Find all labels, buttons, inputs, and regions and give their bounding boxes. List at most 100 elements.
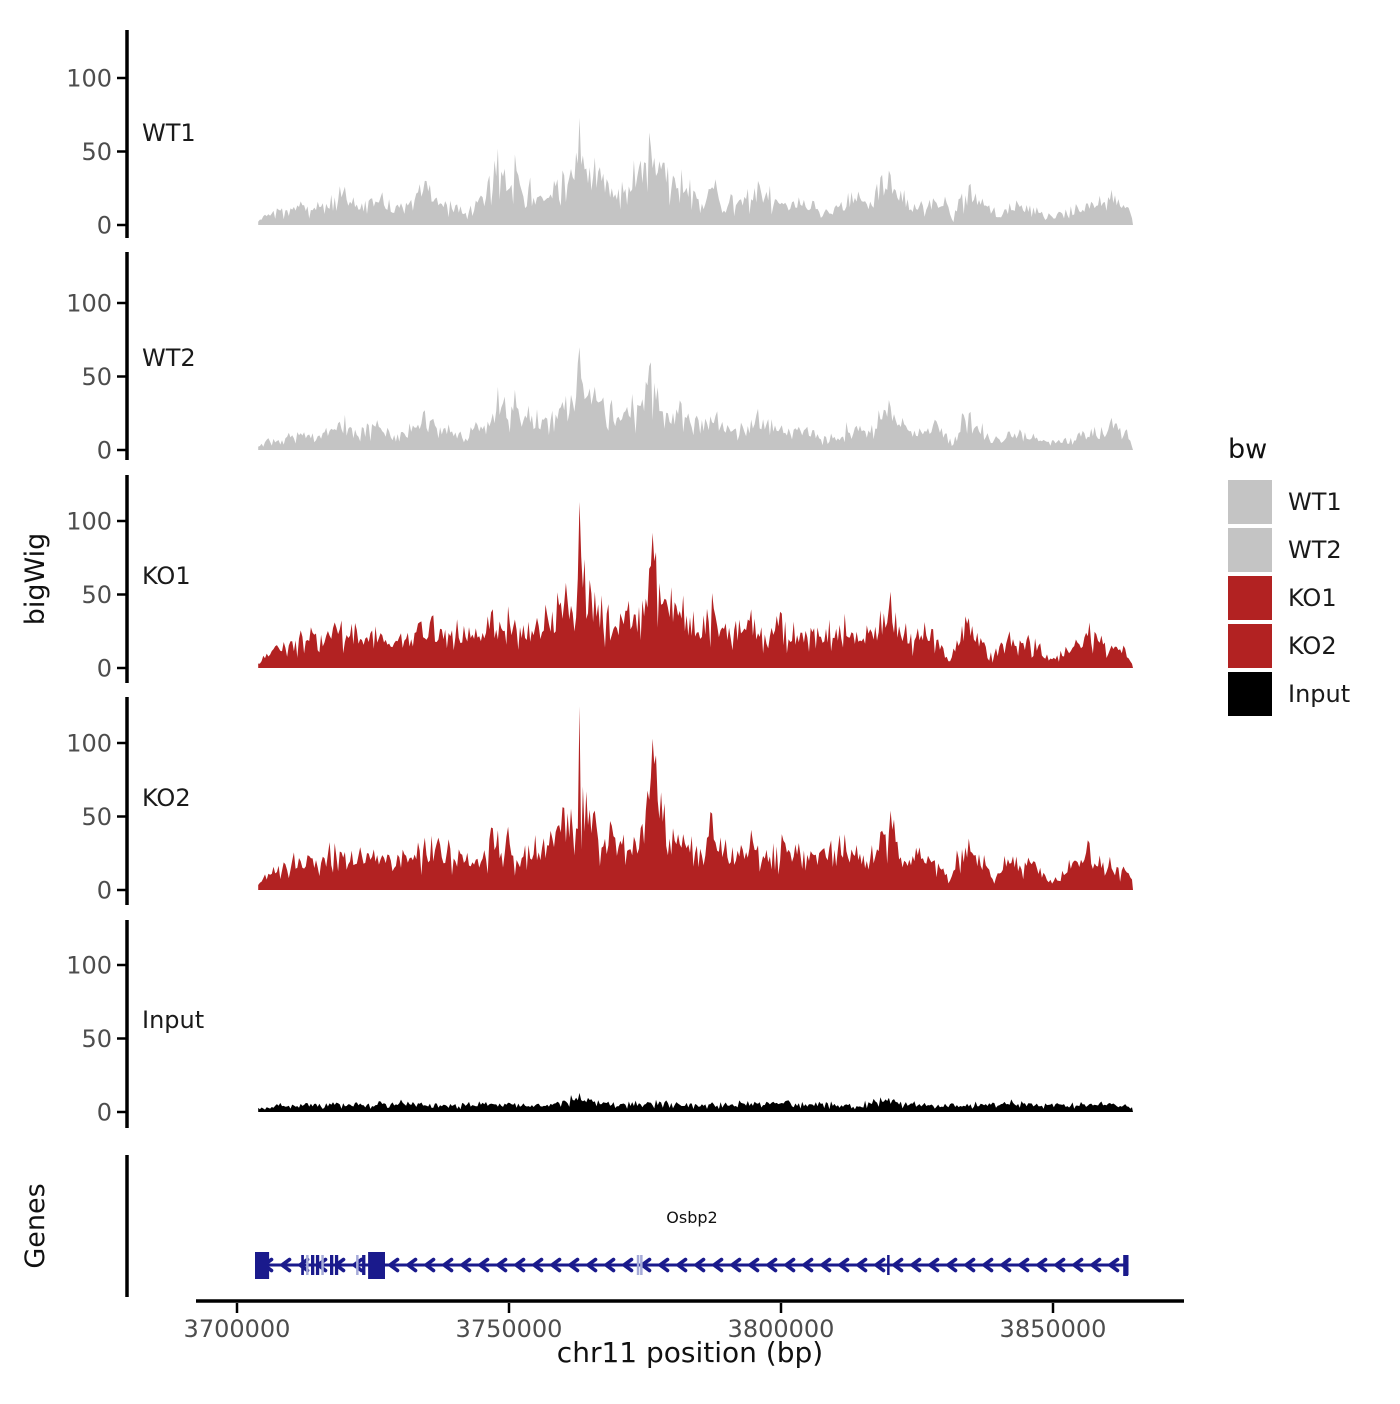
strand-arrow-icon bbox=[782, 1257, 796, 1273]
strand-arrow-icon bbox=[818, 1257, 832, 1273]
legend-swatch-wt2 bbox=[1228, 528, 1272, 572]
signal-area-ko1 bbox=[258, 501, 1133, 668]
strand-arrow-icon bbox=[620, 1257, 634, 1273]
x-tick-label: 3700000 bbox=[184, 1315, 291, 1343]
gene-exon bbox=[330, 1255, 334, 1275]
signal-area-ko2 bbox=[258, 706, 1133, 890]
gene-exon bbox=[356, 1255, 359, 1275]
strand-arrow-icon bbox=[494, 1257, 508, 1273]
strand-arrow-icon bbox=[710, 1257, 724, 1273]
strand-arrow-icon bbox=[1016, 1257, 1030, 1273]
y-tick-label: 100 bbox=[66, 952, 112, 980]
gene-exon bbox=[255, 1252, 270, 1279]
strand-arrow-icon bbox=[908, 1257, 922, 1273]
strand-arrow-icon bbox=[1070, 1257, 1084, 1273]
strand-arrow-icon bbox=[350, 1257, 364, 1273]
x-axis-title: chr11 position (bp) bbox=[557, 1336, 823, 1369]
gene-exon bbox=[636, 1255, 640, 1275]
strand-arrow-icon bbox=[512, 1257, 526, 1273]
strand-arrow-icon bbox=[854, 1257, 868, 1273]
legend-label-wt1: WT1 bbox=[1288, 488, 1342, 516]
gene-end-cap bbox=[1124, 1255, 1129, 1275]
strand-arrow-icon bbox=[980, 1257, 994, 1273]
strand-arrow-icon bbox=[872, 1257, 886, 1273]
strand-arrow-icon bbox=[548, 1257, 562, 1273]
gene-exon bbox=[887, 1255, 890, 1275]
strand-arrow-icon bbox=[926, 1257, 940, 1273]
genes-track bbox=[125, 1155, 1129, 1297]
y-tick-label: 100 bbox=[66, 65, 112, 93]
track-label-wt1: WT1 bbox=[142, 119, 196, 147]
legend-label-ko2: KO2 bbox=[1288, 632, 1337, 660]
legend-swatch-wt1 bbox=[1228, 480, 1272, 524]
gene-exon bbox=[334, 1255, 339, 1275]
strand-arrow-icon bbox=[602, 1257, 616, 1273]
strand-arrow-icon bbox=[764, 1257, 778, 1273]
gene-exon bbox=[301, 1255, 304, 1275]
strand-arrow-icon bbox=[584, 1257, 598, 1273]
gene-exon bbox=[311, 1255, 315, 1275]
y-tick-label: 0 bbox=[97, 437, 112, 465]
y-tick-label: 0 bbox=[97, 655, 112, 683]
gene-label: Osbp2 bbox=[666, 1208, 717, 1227]
legend-swatch-ko1 bbox=[1228, 576, 1272, 620]
strand-arrow-icon bbox=[386, 1257, 400, 1273]
strand-arrow-icon bbox=[440, 1257, 454, 1273]
x-axis: 3700000 3750000 3800000 3850000 bbox=[184, 1299, 1184, 1343]
legend-label-wt2: WT2 bbox=[1288, 536, 1342, 564]
strand-arrow-icon bbox=[1034, 1257, 1048, 1273]
strand-arrow-icon bbox=[746, 1257, 760, 1273]
track-label-ko2: KO2 bbox=[142, 784, 191, 812]
legend-title: bw bbox=[1228, 434, 1267, 465]
track-label-wt2: WT2 bbox=[142, 344, 196, 372]
strand-arrow-icon bbox=[836, 1257, 850, 1273]
strand-arrow-icon bbox=[422, 1257, 436, 1273]
strand-arrow-icon bbox=[656, 1257, 670, 1273]
strand-arrow-icon bbox=[278, 1257, 292, 1273]
gene-exon bbox=[362, 1255, 366, 1275]
strand-arrow-icon bbox=[674, 1257, 688, 1273]
track-label-input: Input bbox=[142, 1006, 204, 1034]
y-tick-label: 0 bbox=[97, 212, 112, 240]
signal-area-wt2 bbox=[258, 347, 1133, 450]
y-axis-title-bigwig: bigWig bbox=[20, 533, 51, 626]
gene-exon bbox=[368, 1252, 385, 1279]
strand-arrow-icon bbox=[944, 1257, 958, 1273]
strand-arrow-icon bbox=[566, 1257, 580, 1273]
x-tick-label: 3750000 bbox=[456, 1315, 563, 1343]
strand-arrow-icon bbox=[1106, 1257, 1120, 1273]
strand-arrow-icon bbox=[458, 1257, 472, 1273]
y-tick-label: 0 bbox=[97, 877, 112, 905]
y-tick-label: 50 bbox=[81, 581, 112, 609]
legend-swatch-input bbox=[1228, 672, 1272, 716]
y-axis-title-genes: Genes bbox=[20, 1183, 51, 1268]
legend-label-ko1: KO1 bbox=[1288, 584, 1337, 612]
y-tick-label: 50 bbox=[81, 803, 112, 831]
y-tick-label: 100 bbox=[66, 730, 112, 758]
legend-label-input: Input bbox=[1288, 680, 1350, 708]
strand-arrow-icon bbox=[890, 1257, 904, 1273]
strand-arrow-icon bbox=[296, 1257, 310, 1273]
track-label-ko1: KO1 bbox=[142, 562, 191, 590]
strand-arrow-icon bbox=[1052, 1257, 1066, 1273]
strand-arrow-icon bbox=[728, 1257, 742, 1273]
strand-arrow-icon bbox=[692, 1257, 706, 1273]
signal-area-wt1 bbox=[258, 117, 1133, 225]
y-tick-label: 50 bbox=[81, 1025, 112, 1053]
strand-arrow-icon bbox=[800, 1257, 814, 1273]
strand-arrow-icon bbox=[476, 1257, 490, 1273]
gene-exon bbox=[321, 1255, 324, 1275]
signal-area-input bbox=[258, 1092, 1133, 1112]
gene-exon bbox=[315, 1255, 320, 1275]
x-tick-label: 3800000 bbox=[728, 1315, 835, 1343]
x-tick-label: 3850000 bbox=[1000, 1315, 1107, 1343]
gene-exon bbox=[640, 1255, 643, 1275]
legend: WT1 WT2 KO1 KO2 Input bbox=[1228, 480, 1350, 716]
y-tick-label: 0 bbox=[97, 1099, 112, 1127]
y-tick-label: 50 bbox=[81, 138, 112, 166]
legend-swatch-ko2 bbox=[1228, 624, 1272, 668]
gene-exon bbox=[306, 1255, 309, 1275]
strand-arrow-icon bbox=[530, 1257, 544, 1273]
